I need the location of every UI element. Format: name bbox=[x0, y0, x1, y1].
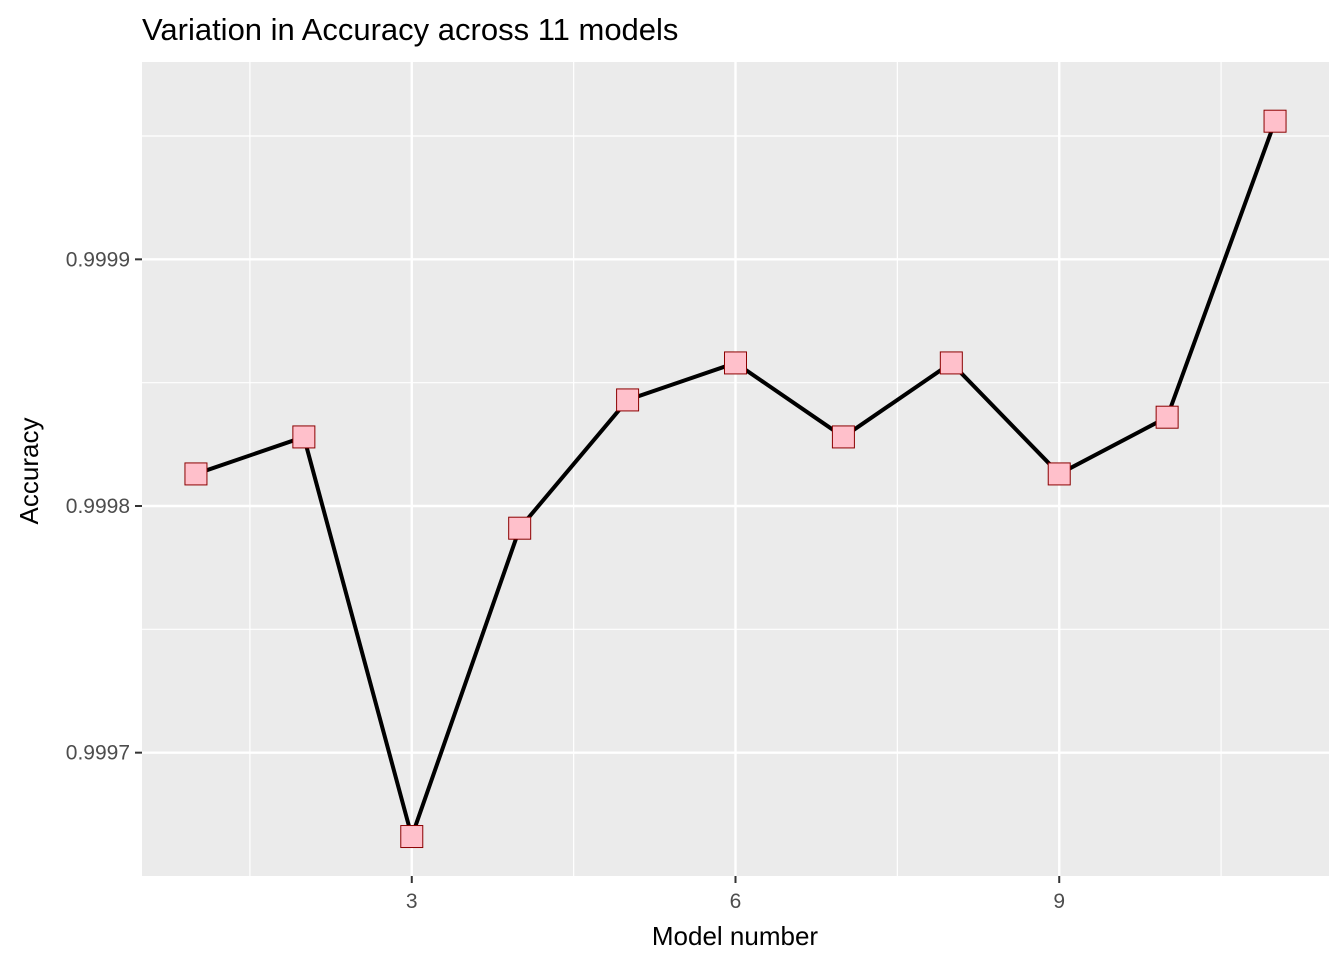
data-point-marker bbox=[939, 351, 963, 375]
data-point-marker bbox=[1155, 405, 1179, 429]
chart-title: Variation in Accuracy across 11 models bbox=[142, 12, 678, 47]
data-point-marker bbox=[292, 425, 316, 449]
data-point-marker bbox=[508, 516, 532, 540]
data-point-marker bbox=[400, 825, 424, 849]
y-tick-label: 0.9997 bbox=[66, 742, 130, 765]
data-point-marker bbox=[724, 351, 747, 375]
x-tick-label: 9 bbox=[1053, 890, 1065, 913]
data-point-marker bbox=[1263, 109, 1287, 133]
x-axis-title: Model number bbox=[652, 921, 819, 951]
x-tick-label: 6 bbox=[730, 890, 742, 913]
y-axis-title: Accuracy bbox=[14, 418, 44, 525]
data-point-marker bbox=[616, 388, 640, 412]
data-markers bbox=[184, 109, 1287, 849]
y-tick-label: 0.9998 bbox=[66, 495, 130, 518]
x-axis-ticks: 3 6 9 bbox=[406, 876, 1065, 913]
data-point-marker bbox=[1047, 462, 1071, 486]
data-point-marker bbox=[831, 425, 855, 449]
x-tick-label: 3 bbox=[406, 890, 418, 913]
y-tick-label: 0.9999 bbox=[66, 248, 130, 271]
data-point-marker bbox=[184, 462, 208, 486]
y-axis-ticks: 0.9997 0.9998 0.9999 bbox=[66, 248, 142, 765]
